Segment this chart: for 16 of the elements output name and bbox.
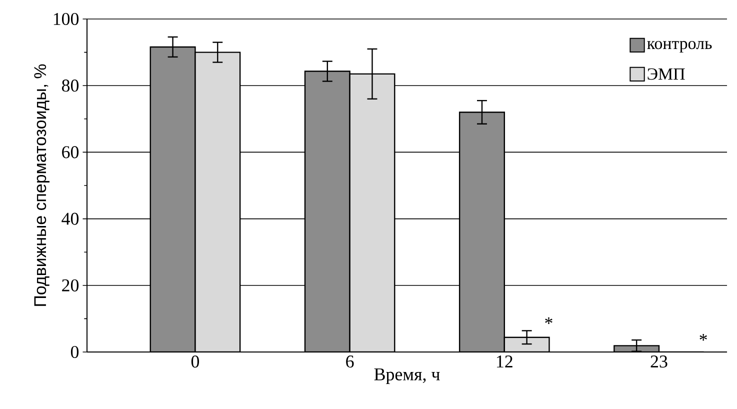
x-tick-label: 0 <box>191 356 200 368</box>
y-tick-label: 0 <box>70 346 79 358</box>
x-tick-label: 6 <box>346 356 354 368</box>
y-axis-title: Подвижные сперматозоиды, % <box>34 64 50 306</box>
x-tick-label: 12 <box>497 356 512 368</box>
x-axis-title: Время, ч <box>374 368 440 384</box>
y-tick-label: 80 <box>62 80 79 92</box>
annotation: * <box>700 334 707 341</box>
x-tick-label: 23 <box>650 356 668 368</box>
y-tick-label: 20 <box>62 279 79 292</box>
y-tick-label: 100 <box>54 12 79 26</box>
y-tick-label: 40 <box>62 212 79 225</box>
y-tick-label: 60 <box>62 146 79 158</box>
legend-label: контроль <box>647 40 712 53</box>
annotation: * <box>545 317 552 324</box>
legend-label: ЭМП <box>648 68 685 80</box>
